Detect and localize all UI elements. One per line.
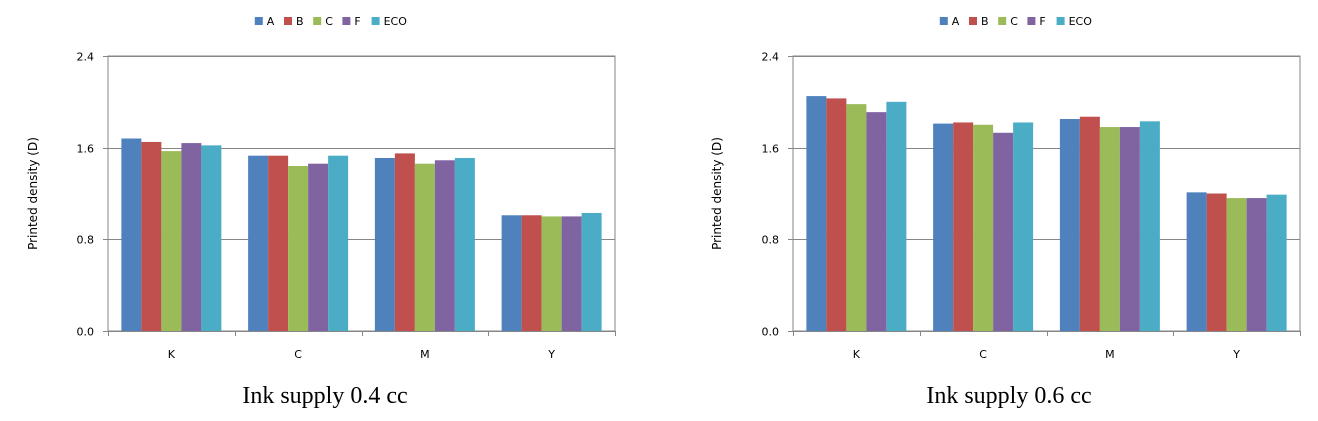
legend: A B C F ECO (939, 15, 1093, 28)
bar-Y-ECO (1266, 194, 1287, 331)
chart-caption: Ink supply 0.6 cc (926, 383, 1091, 409)
bar-M-B (394, 153, 415, 331)
y-tick-label: 0.8 (77, 234, 95, 247)
bar-M-ECO (454, 157, 475, 331)
bar-C-C (973, 124, 994, 331)
bar-M-B (1079, 116, 1100, 332)
bar-K-B (826, 98, 847, 331)
bar-M-A (374, 157, 395, 331)
bar-K-A (806, 96, 827, 332)
legend-swatch-F (342, 17, 351, 25)
y-axis-label: Printed density (D) (710, 137, 724, 250)
legend-swatch-A (939, 17, 948, 25)
bar-C-F (993, 132, 1014, 331)
bar-M-C (414, 163, 435, 331)
bar-M-A (1059, 119, 1080, 331)
x-tick-label: K (853, 348, 861, 361)
legend-label-C: C (325, 15, 333, 28)
bar-Y-A (501, 215, 522, 331)
legend-swatch-A (254, 17, 263, 25)
bar-C-C (288, 166, 309, 331)
bar-K-F (866, 112, 887, 331)
legend-label-B: B (296, 15, 304, 28)
x-tick-label: Y (547, 348, 555, 361)
x-tick-label: K (168, 348, 176, 361)
legend-label-A: A (267, 15, 275, 28)
bar-K-C (846, 104, 867, 331)
legend-swatch-C (313, 17, 322, 25)
legend-swatch-ECO (371, 17, 380, 25)
legend: A B C F ECO (254, 15, 408, 28)
legend-swatch-C (998, 17, 1007, 25)
bar-C-ECO (1013, 122, 1034, 331)
legend-swatch-F (1027, 17, 1036, 25)
bar-M-F (434, 160, 455, 331)
bar-C-ECO (328, 155, 349, 331)
bar-C-A (248, 155, 269, 331)
legend-label-ECO: ECO (384, 15, 408, 28)
bar-M-ECO (1139, 121, 1160, 331)
y-tick-label: 1.6 (762, 143, 780, 156)
x-tick-label: C (294, 348, 302, 361)
bar-K-C (161, 151, 182, 331)
bar-Y-B (1206, 193, 1227, 331)
legend-label-C: C (1010, 15, 1018, 28)
bar-Y-ECO (581, 212, 602, 331)
y-tick-label: 2.4 (77, 51, 95, 64)
bar-C-B (268, 155, 289, 331)
x-tick-label: C (979, 348, 987, 361)
legend-label-A: A (952, 15, 960, 28)
y-tick-label: 0.0 (762, 326, 780, 339)
y-tick-label: 1.6 (77, 143, 95, 156)
bar-Y-C (541, 216, 562, 331)
x-tick-label: M (1105, 348, 1115, 361)
bar-C-A (933, 123, 954, 332)
bar-Y-B (521, 215, 542, 331)
legend-label-F: F (1039, 15, 1045, 28)
x-tick-label: M (420, 348, 430, 361)
bar-M-C (1099, 127, 1120, 332)
y-axis-label: Printed density (D) (26, 137, 40, 250)
legend-label-F: F (354, 15, 360, 28)
y-tick-label: 0.0 (77, 326, 95, 339)
bar-C-F (308, 163, 329, 331)
y-tick-label: 0.8 (762, 234, 780, 247)
bar-Y-A (1186, 192, 1207, 331)
bar-C-B (953, 122, 974, 331)
bar-M-F (1119, 127, 1140, 332)
bar-K-ECO (201, 145, 222, 331)
chart-panel-0: 0.0 0.8 1.6 2.4 Printed density (D) K C M Y A B C F E… (26, 15, 616, 409)
bar-K-F (181, 143, 202, 331)
legend-label-B: B (981, 15, 989, 28)
bar-Y-C (1226, 198, 1247, 331)
bar-Y-F (561, 216, 582, 331)
bar-Y-F (1246, 198, 1267, 331)
bar-K-B (141, 141, 162, 331)
legend-label-ECO: ECO (1069, 15, 1093, 28)
y-tick-label: 2.4 (762, 51, 780, 64)
chart-panel-1: 0.0 0.8 1.6 2.4 Printed density (D) K C M Y A B C F E… (710, 15, 1301, 409)
bar-K-ECO (886, 101, 907, 331)
legend-swatch-ECO (1056, 17, 1065, 25)
bar-K-A (121, 138, 142, 331)
chart-caption: Ink supply 0.4 cc (242, 383, 407, 409)
legend-swatch-B (284, 17, 292, 25)
legend-swatch-B (969, 17, 977, 25)
x-tick-label: Y (1232, 348, 1240, 361)
